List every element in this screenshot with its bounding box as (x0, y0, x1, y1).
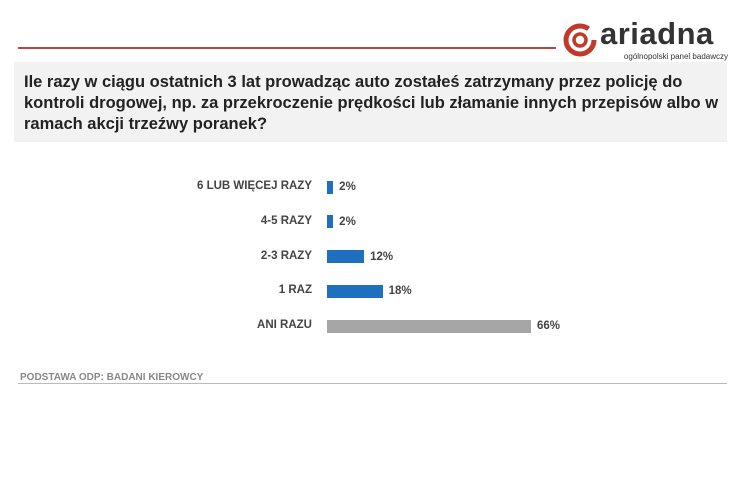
category-label: 2-3 RAZY (260, 249, 312, 262)
question-text: Ile razy w ciągu ostatnich 3 lat prowadz… (24, 73, 719, 133)
bar (327, 215, 334, 229)
footer-divider (18, 383, 727, 384)
logo-spiral-icon (563, 23, 597, 57)
value-label: 12% (370, 250, 394, 263)
header-divider (18, 47, 556, 49)
bar (327, 180, 334, 194)
logo-tagline: ogólnopolski panel badawczy (623, 52, 728, 61)
category-label: 4-5 RAZY (260, 214, 312, 227)
value-label: 66% (536, 320, 560, 333)
logo-wordmark: ariadna (600, 16, 714, 51)
footer-note: PODSTAWA ODP: BADANI KIEROWCY (20, 372, 204, 383)
value-label: 2% (339, 215, 356, 228)
category-label: 1 RAZ (278, 284, 312, 297)
bar (327, 284, 383, 298)
value-label: 18% (388, 285, 412, 298)
bar (327, 319, 531, 333)
category-label: ANI RAZU (257, 319, 312, 332)
question-box: Ile razy w ciągu ostatnich 3 lat prowadz… (14, 62, 727, 142)
ariadna-logo: ariadna ogólnopolski panel badawczy (562, 16, 728, 62)
bar (327, 250, 365, 264)
value-label: 2% (339, 181, 356, 193)
category-label: 6 LUB WIĘCEJ RAZY (196, 180, 312, 192)
